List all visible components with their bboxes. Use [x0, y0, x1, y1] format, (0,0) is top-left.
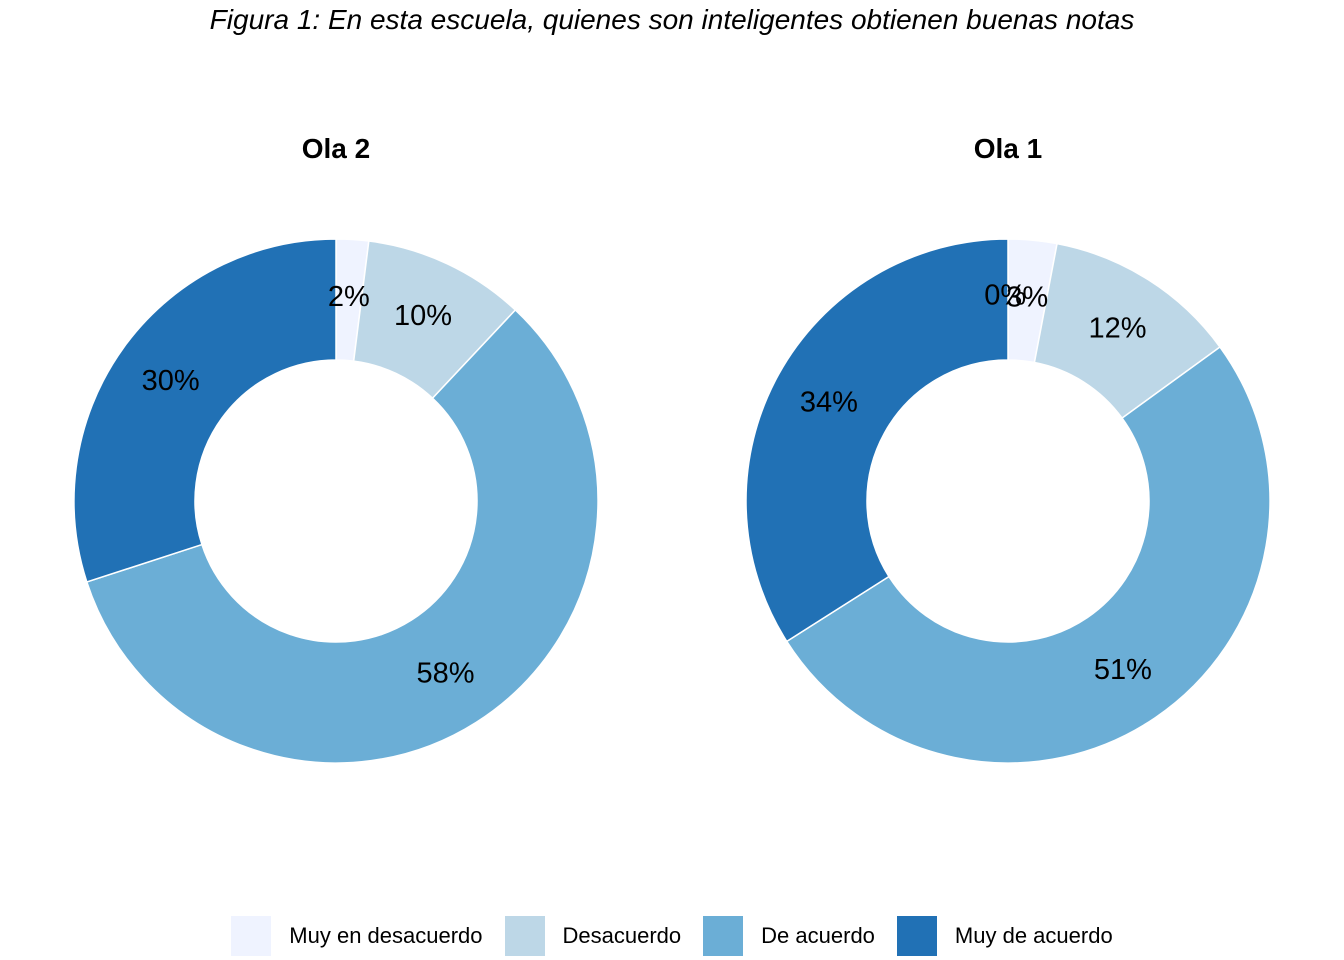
legend-item-muy-en-desacuerdo: Muy en desacuerdo [231, 916, 483, 956]
donut-panel-ola-1: Ola 1 3% 12% 51% 34% 0% [745, 133, 1271, 764]
slice-label-muy-en-desacuerdo: 3% [1006, 282, 1048, 314]
legend-label: Muy en desacuerdo [289, 923, 483, 948]
charts-svg: Ola 2 2% 10% 58% 30% Ola 1 3% 12% 51% 34% 0% [73, 133, 1271, 764]
slice-label-muy-de-acuerdo: 30% [142, 365, 200, 397]
slice-label-de-acuerdo: 58% [416, 658, 474, 690]
legend-swatch [231, 916, 272, 956]
slice-muy-de-acuerdo [73, 238, 337, 583]
slice-label-muy-en-desacuerdo: 2% [328, 281, 370, 313]
panel-title: Ola 2 [302, 133, 370, 164]
slice-de-acuerdo [85, 308, 599, 764]
slice-label-de-acuerdo: 51% [1094, 654, 1152, 686]
legend: Muy en desacuerdo Desacuerdo De acuerdo Muy… [0, 914, 1344, 958]
legend-item-muy-de-acuerdo: Muy de acuerdo [896, 916, 1113, 956]
panel-title: Ola 1 [974, 133, 1042, 164]
legend-item-desacuerdo: Desacuerdo [504, 916, 682, 956]
slice-label-desacuerdo: 10% [394, 300, 452, 332]
slice-label-desacuerdo: 12% [1088, 312, 1146, 344]
figure-title: Figura 1: En esta escuela, quienes son i… [209, 4, 1135, 35]
legend-label: Desacuerdo [562, 923, 682, 948]
legend-swatch [896, 916, 937, 956]
legend-label: De acuerdo [761, 923, 875, 948]
legend-swatch [703, 916, 744, 956]
slice-muy-de-acuerdo [745, 238, 1009, 643]
slice-label-extra: 0% [984, 280, 1026, 312]
legend-swatch [504, 916, 545, 956]
legend-label: Muy de acuerdo [954, 923, 1113, 948]
donut-panel-ola-2: Ola 2 2% 10% 58% 30% [73, 133, 599, 764]
slice-de-acuerdo [785, 345, 1271, 764]
slice-label-muy-de-acuerdo: 34% [800, 387, 858, 419]
legend-item-de-acuerdo: De acuerdo [703, 916, 875, 956]
